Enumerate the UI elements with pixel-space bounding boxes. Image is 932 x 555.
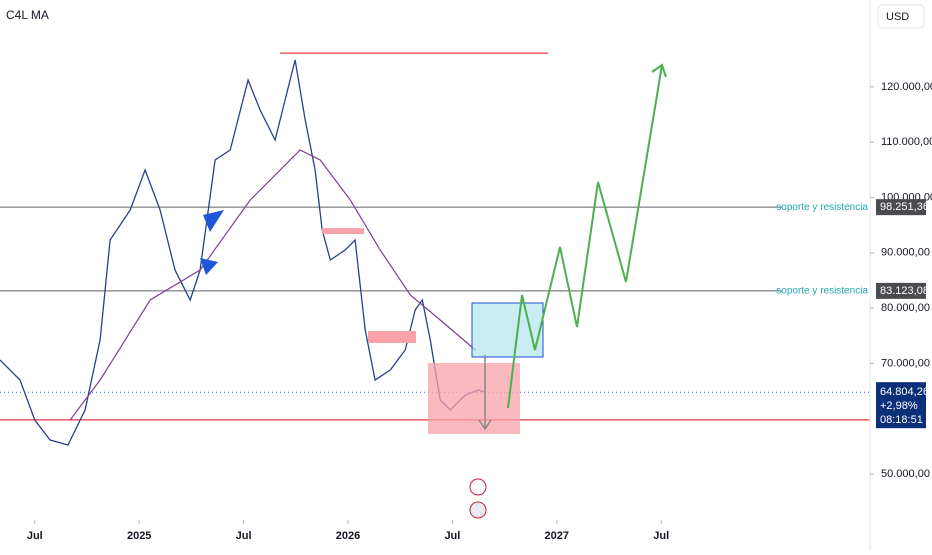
y-tick-label: 80.000,00: [881, 302, 930, 314]
price-line: [0, 59, 486, 446]
y-tick-label: 110.000,00: [881, 136, 932, 148]
zone-box: [428, 363, 520, 434]
zone-box: [368, 331, 416, 343]
level-text: soporte y resistencia: [776, 285, 868, 296]
currency: USD: [886, 11, 909, 23]
x-tick-label: 2026: [336, 530, 360, 542]
y-tick-label: 50.000,00: [881, 468, 930, 480]
level-text: soporte y resistencia: [776, 202, 868, 213]
price-tag-countdown: 08:18:51: [880, 414, 923, 426]
chart-title: C4L MA: [6, 8, 49, 22]
y-tick-label: 70.000,00: [881, 357, 930, 369]
price-tag-change: +2,98%: [880, 400, 918, 412]
x-tick-label: 2025: [127, 530, 151, 542]
arrow-head: [478, 419, 492, 431]
x-tick-label: Jul: [236, 530, 252, 542]
x-tick-label: 2027: [545, 530, 569, 542]
icon[interactable]: [469, 501, 487, 519]
level-tag: [876, 199, 926, 216]
x-tick-label: Jul: [27, 530, 43, 542]
marker: [200, 258, 218, 275]
level-text-bg: [782, 282, 870, 299]
marker: [203, 210, 224, 232]
x-tick-label: Jul: [653, 530, 669, 542]
level-tag-label: 98.251,36: [880, 201, 929, 213]
target-box: [471, 302, 544, 358]
arrow-head: [651, 63, 667, 78]
icon[interactable]: [469, 478, 487, 496]
plot-area: [0, 52, 870, 446]
currency-button[interactable]: [877, 4, 925, 29]
zone-box: [322, 228, 364, 234]
level-text-bg: [782, 199, 870, 216]
level-tag: [876, 282, 926, 299]
projection: [507, 64, 663, 409]
price-tag: [876, 382, 926, 429]
y-tick-label: 90.000,00: [881, 247, 930, 259]
price-line: [69, 149, 476, 421]
x-tick-label: Jul: [444, 530, 460, 542]
level-tag-label: 83.123,08: [880, 285, 929, 297]
y-tick-label: 120.000,00: [881, 81, 932, 93]
price-tag-value: 64.804,26: [880, 386, 929, 398]
